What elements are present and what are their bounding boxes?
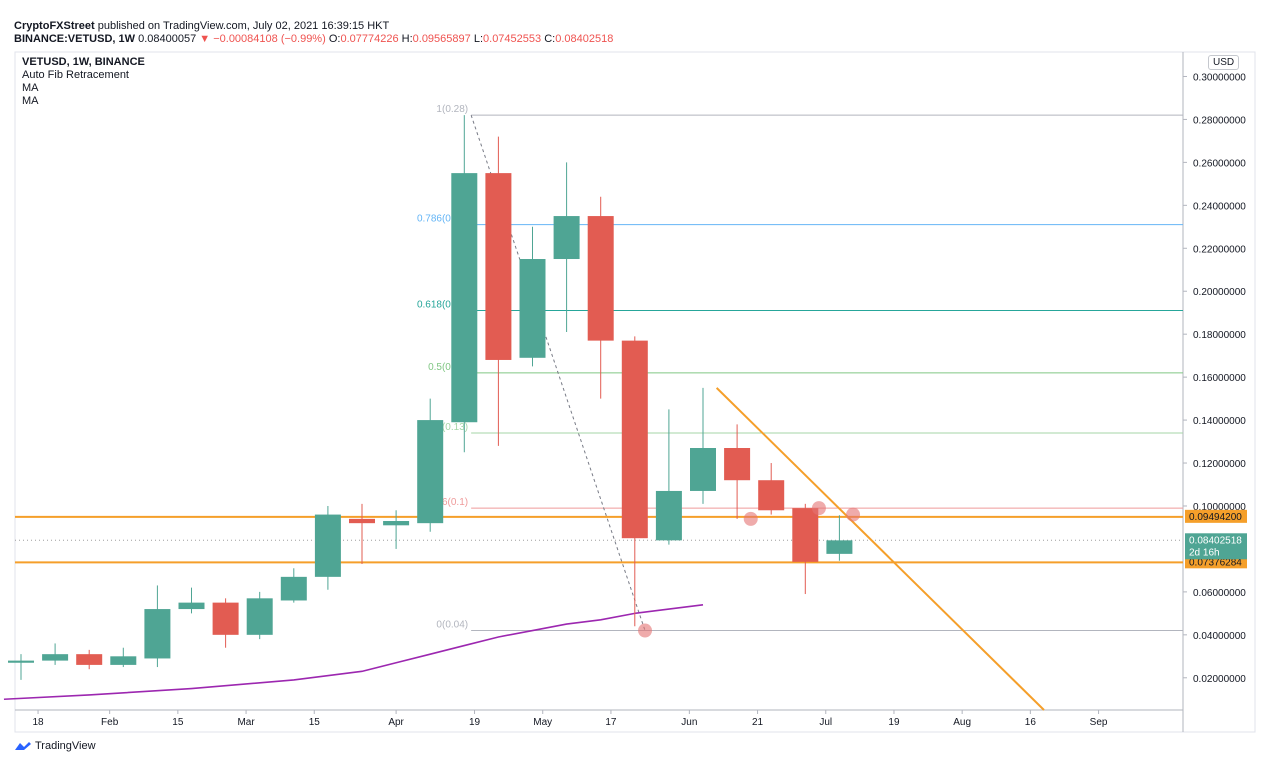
touch-point-marker (846, 507, 861, 522)
footer-brand-label: TradingView (35, 740, 96, 752)
tradingview-logo-icon (15, 742, 31, 750)
publisher-name: CryptoFXStreet (14, 20, 95, 32)
y-tick-label: 0.06000000 (1193, 588, 1246, 599)
low-label: L: (473, 33, 484, 45)
moving-average-line (3, 603, 704, 701)
close-label: C: (544, 33, 556, 45)
x-tick-label: 19 (888, 717, 900, 728)
candle-body (212, 602, 239, 635)
x-tick-label: Feb (101, 717, 119, 728)
fib-level-label: 1(0.28) (436, 104, 468, 115)
touch-point-marker (743, 511, 758, 526)
level-price-label: 0.09494200 (1189, 512, 1242, 523)
y-tick-label: 0.18000000 (1193, 330, 1246, 341)
x-tick-label: 21 (752, 717, 764, 728)
candle-body (110, 656, 137, 665)
last-price-label-countdown: 2d 16h (1189, 547, 1220, 558)
symbol-label: BINANCE:VETUSD, 1W (14, 33, 136, 45)
fib-level-label: 0.236(0.1) (423, 497, 469, 508)
x-tick-label: Aug (953, 717, 971, 728)
y-tick-label: 0.14000000 (1193, 416, 1246, 427)
last-price-label-bg (1185, 533, 1247, 560)
candle-body (792, 508, 819, 562)
open-label: O: (328, 33, 341, 45)
candle-body (485, 173, 512, 360)
y-tick-label: 0.30000000 (1193, 72, 1246, 83)
chart-legend-title: VETUSD, 1W, BINANCE (22, 56, 145, 68)
x-tick-label: May (533, 717, 552, 728)
fib-level-label: 0.618(0.19) (417, 300, 468, 311)
y-tick-label: 0.02000000 (1193, 674, 1246, 685)
candle-body (42, 654, 69, 661)
candle-body (724, 448, 751, 481)
chart-frame (14, 51, 1256, 733)
candle-body (280, 576, 307, 601)
ohlc-line: BINANCE:VETUSD, 1W 0.08400057 ▼ −0.00084… (14, 33, 613, 45)
y-tick-label: 0.20000000 (1193, 287, 1246, 298)
candle-body (314, 514, 341, 577)
down-arrow-icon: ▼ (199, 33, 211, 45)
touch-point-marker (638, 623, 653, 638)
x-tick-label: 16 (1025, 717, 1037, 728)
change-value: −0.00084108 (−0.99%) (213, 33, 326, 45)
price-value: 0.08400057 (138, 33, 197, 45)
y-tick-label: 0.24000000 (1193, 201, 1246, 212)
x-tick-label: 19 (469, 717, 481, 728)
fib-level-label: 0(0.04) (436, 620, 468, 631)
x-tick-label: Jul (819, 717, 832, 728)
y-tick-label: 0.16000000 (1193, 373, 1246, 384)
fib-level-label: 0.5(0.16) (428, 362, 468, 373)
footer-brand[interactable]: TradingView (14, 740, 96, 752)
y-tick-label: 0.28000000 (1193, 115, 1246, 126)
y-tick-label: 0.26000000 (1193, 158, 1246, 169)
x-tick-label: 18 (32, 717, 44, 728)
open-value: 0.07774226 (340, 33, 399, 45)
candle-body (144, 609, 171, 659)
high-value: 0.09565897 (412, 33, 471, 45)
candle-body (826, 540, 853, 554)
candle-body (417, 420, 444, 524)
level-price-label-bg (1185, 509, 1247, 523)
legend-item-ma-1[interactable]: MA (22, 82, 39, 94)
descending-trendline (715, 387, 1045, 711)
candle-body (76, 654, 103, 665)
candle-body (621, 340, 648, 539)
candle-body (451, 173, 478, 423)
low-value: 0.07452553 (483, 33, 542, 45)
y-tick-label: 0.12000000 (1193, 459, 1246, 470)
candle-body (349, 518, 375, 524)
candle-body (690, 448, 716, 491)
publish-line: CryptoFXStreet published on TradingView.… (14, 20, 389, 32)
high-label: H: (401, 33, 413, 45)
level-price-label: 0.07376284 (1189, 557, 1242, 568)
fib-level-label: 0.786(0.23) (417, 214, 468, 225)
candle-body (758, 480, 785, 511)
candle-body (587, 216, 614, 341)
candle-body (655, 490, 682, 541)
candle-body (383, 521, 410, 526)
candle-body (553, 216, 580, 260)
y-tick-label: 0.22000000 (1193, 244, 1246, 255)
candle-body (8, 660, 34, 663)
candle-body (246, 598, 273, 635)
x-tick-label: Jun (681, 717, 697, 728)
x-tick-label: Apr (388, 717, 404, 728)
y-tick-label: 0.04000000 (1193, 631, 1246, 642)
x-tick-label: 15 (309, 717, 321, 728)
x-tick-label: Sep (1090, 717, 1108, 728)
y-tick-label: 0.10000000 (1193, 502, 1246, 513)
legend-item-fib[interactable]: Auto Fib Retracement (22, 69, 129, 81)
candle-body (519, 259, 546, 358)
x-tick-label: 15 (172, 717, 184, 728)
publish-text: published on TradingView.com, July 02, 2… (97, 20, 390, 32)
close-value: 0.08402518 (555, 33, 614, 45)
currency-badge[interactable]: USD (1208, 55, 1240, 70)
x-tick-label: Mar (237, 717, 255, 728)
touch-point-marker (811, 501, 826, 516)
x-tick-label: 17 (605, 717, 617, 728)
candle-body (178, 602, 205, 610)
legend-item-ma-2[interactable]: MA (22, 95, 39, 107)
last-price-label: 0.08402518 (1189, 535, 1242, 546)
